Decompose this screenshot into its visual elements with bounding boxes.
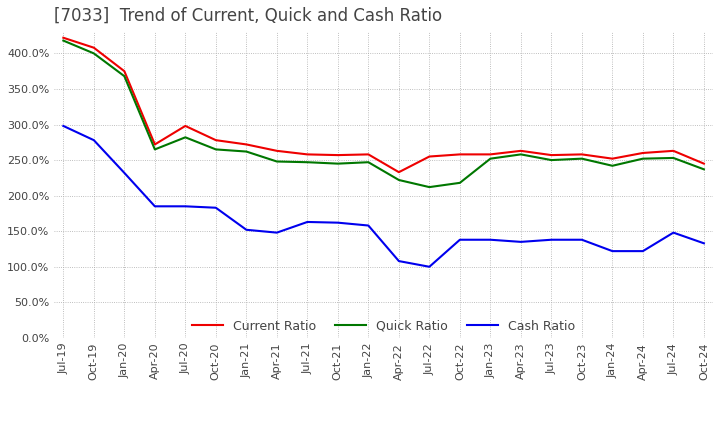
Cash Ratio [547, 237, 556, 242]
Cash Ratio [456, 237, 464, 242]
Current Ratio [456, 152, 464, 157]
Cash Ratio [89, 138, 98, 143]
Legend: Current Ratio, Quick Ratio, Cash Ratio: Current Ratio, Quick Ratio, Cash Ratio [187, 315, 580, 338]
Cash Ratio [120, 170, 129, 176]
Cash Ratio [212, 205, 220, 210]
Quick Ratio [333, 161, 342, 166]
Quick Ratio [212, 147, 220, 152]
Quick Ratio [242, 149, 251, 154]
Quick Ratio [577, 156, 586, 161]
Cash Ratio [577, 237, 586, 242]
Quick Ratio [456, 180, 464, 186]
Current Ratio [425, 154, 433, 159]
Cash Ratio [395, 258, 403, 264]
Quick Ratio [639, 156, 647, 161]
Cash Ratio [669, 230, 678, 235]
Current Ratio [150, 142, 159, 147]
Current Ratio [212, 138, 220, 143]
Quick Ratio [364, 160, 373, 165]
Quick Ratio [303, 160, 312, 165]
Quick Ratio [59, 38, 68, 43]
Quick Ratio [273, 159, 282, 164]
Quick Ratio [120, 73, 129, 79]
Quick Ratio [486, 156, 495, 161]
Current Ratio [577, 152, 586, 157]
Quick Ratio [89, 51, 98, 56]
Quick Ratio [608, 163, 617, 169]
Current Ratio [333, 153, 342, 158]
Quick Ratio [425, 184, 433, 190]
Line: Cash Ratio: Cash Ratio [63, 126, 704, 267]
Quick Ratio [516, 152, 525, 157]
Current Ratio [181, 123, 189, 128]
Cash Ratio [425, 264, 433, 269]
Current Ratio [608, 156, 617, 161]
Line: Current Ratio: Current Ratio [63, 38, 704, 172]
Quick Ratio [395, 177, 403, 183]
Text: [7033]  Trend of Current, Quick and Cash Ratio: [7033] Trend of Current, Quick and Cash … [54, 7, 442, 25]
Cash Ratio [150, 204, 159, 209]
Cash Ratio [181, 204, 189, 209]
Cash Ratio [242, 227, 251, 232]
Current Ratio [120, 69, 129, 74]
Current Ratio [547, 153, 556, 158]
Current Ratio [303, 152, 312, 157]
Current Ratio [89, 45, 98, 50]
Cash Ratio [273, 230, 282, 235]
Cash Ratio [59, 123, 68, 128]
Cash Ratio [364, 223, 373, 228]
Current Ratio [395, 169, 403, 175]
Cash Ratio [303, 219, 312, 224]
Quick Ratio [700, 167, 708, 172]
Cash Ratio [639, 249, 647, 254]
Quick Ratio [181, 135, 189, 140]
Current Ratio [273, 148, 282, 154]
Line: Quick Ratio: Quick Ratio [63, 40, 704, 187]
Cash Ratio [486, 237, 495, 242]
Current Ratio [516, 148, 525, 154]
Cash Ratio [700, 241, 708, 246]
Current Ratio [364, 152, 373, 157]
Current Ratio [639, 150, 647, 156]
Quick Ratio [547, 158, 556, 163]
Current Ratio [700, 161, 708, 166]
Current Ratio [486, 152, 495, 157]
Current Ratio [669, 148, 678, 154]
Quick Ratio [150, 147, 159, 152]
Cash Ratio [608, 249, 617, 254]
Quick Ratio [669, 155, 678, 161]
Current Ratio [59, 35, 68, 40]
Cash Ratio [333, 220, 342, 225]
Current Ratio [242, 142, 251, 147]
Cash Ratio [516, 239, 525, 245]
